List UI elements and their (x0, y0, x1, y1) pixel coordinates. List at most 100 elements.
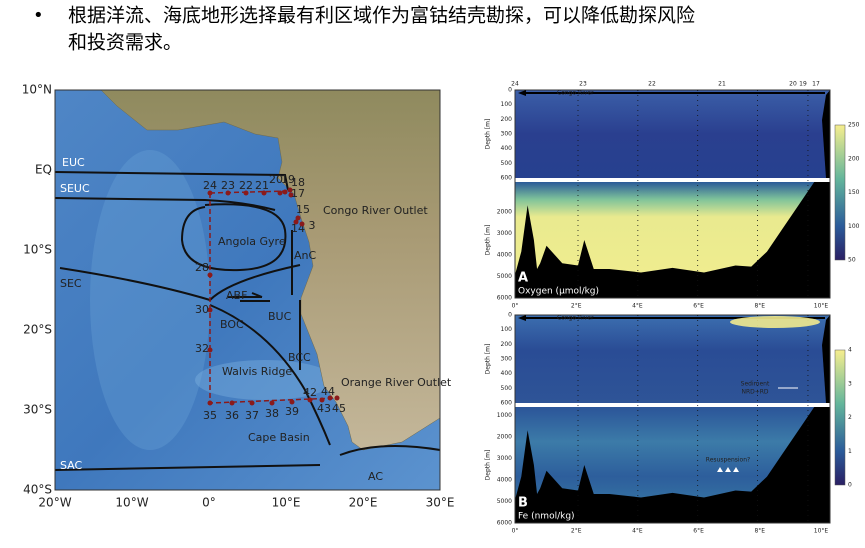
station-label: 21 (255, 179, 269, 192)
colorbar-tick: 0 (848, 482, 852, 489)
station-label: 17 (291, 187, 305, 200)
depth-tick: 300 (501, 356, 513, 363)
station-dot (295, 215, 301, 221)
depth-tick: 6000 (497, 295, 512, 302)
depth-tick: 6000 (497, 520, 512, 527)
lon-label: 0° (202, 496, 216, 510)
station-label: 3 (309, 219, 316, 232)
station-dot (229, 400, 235, 406)
station-tick: 17 (812, 81, 820, 88)
colorbar-tick: 100 (848, 223, 860, 230)
station-dot (293, 219, 299, 225)
depth-tick: 2000 (497, 209, 512, 216)
panel-frame (514, 314, 831, 524)
station-dot (307, 397, 313, 403)
station-label: 37 (245, 409, 259, 422)
ridge-shade (90, 150, 210, 450)
current-label: BUC (268, 310, 292, 323)
lon-tick: 6°E (693, 528, 704, 535)
depth-tick: 3000 (497, 230, 512, 237)
lon-tick: 2°E (571, 528, 582, 535)
depth-tick: 2000 (497, 434, 512, 441)
colorbar-tick: 200 (848, 155, 860, 162)
station-dot (269, 400, 275, 406)
station-dot (249, 400, 255, 406)
shelf (822, 315, 830, 403)
lon-tick: 4°E (632, 303, 643, 310)
current-label: SEUC (60, 182, 90, 195)
station-label: 19 (281, 173, 295, 186)
station-tick: 22 (648, 81, 656, 88)
depth-axis-label: Depth [m] (485, 225, 492, 256)
station-dot (207, 400, 213, 406)
panel-variable: Oxygen (μmol/kg) (518, 287, 599, 297)
bathymetry (515, 182, 830, 298)
depth-tick: 400 (501, 145, 513, 152)
lon-tick: 8°E (754, 303, 765, 310)
lat-label: 20°S (23, 323, 52, 337)
station-dot (207, 272, 213, 278)
depth-tick: 1000 (497, 412, 512, 419)
depth-tick: 4000 (497, 477, 512, 484)
colorbar-tick: 3 (848, 380, 852, 387)
station-dot (261, 190, 267, 196)
colorbar (834, 124, 846, 261)
colorbar-tick: 50 (848, 257, 856, 264)
resuspension-arrow (733, 467, 739, 472)
station-tick: 19 (799, 81, 807, 88)
current-label: EUC (62, 156, 85, 169)
bathymetry (515, 407, 830, 523)
bullet-symbol: • (33, 5, 44, 26)
lat-label: 10°N (22, 83, 52, 97)
depth-tick: 500 (501, 385, 513, 392)
lat-label: 10°S (23, 243, 52, 257)
station-label: 42 (303, 386, 317, 399)
depth-tick: 300 (501, 131, 513, 138)
lon-label: 30°E (426, 496, 455, 510)
station-dot (287, 187, 293, 193)
lon-label: 10°W (115, 496, 148, 510)
lon-tick: 8°E (754, 528, 765, 535)
station-dot (243, 190, 249, 196)
sediment-label: Sediment (741, 381, 770, 388)
river-label: Congo River (557, 315, 594, 322)
station-dot (207, 347, 213, 353)
panel-letter: A (518, 271, 528, 286)
lon-tick: 6°E (693, 303, 704, 310)
station-tick: 21 (718, 81, 726, 88)
station-label: 28 (195, 261, 209, 274)
section-upper (515, 90, 830, 178)
station-label: 43 (317, 402, 331, 415)
station-label: 22 (239, 179, 253, 192)
station-label: 38 (265, 407, 279, 420)
depth-axis-label: Depth [m] (485, 119, 492, 150)
current-label: AnC (294, 249, 316, 262)
station-label: 24 (203, 179, 217, 192)
colorbar-tick: 150 (848, 189, 860, 196)
map-frame (54, 89, 441, 491)
place-label: Walvis Ridge (222, 365, 292, 378)
depth-axis-label: Depth [m] (485, 344, 492, 375)
depth-tick: 5000 (497, 498, 512, 505)
colorbar-tick: 4 (848, 347, 852, 354)
section-upper (515, 315, 830, 403)
station-dot (327, 395, 333, 401)
current-label: SAC (60, 459, 83, 472)
depth-tick: 0 (508, 312, 512, 319)
resuspension-label: Resuspension? (706, 457, 750, 464)
place-label: Orange River Outlet (341, 376, 452, 389)
station-label: 36 (225, 409, 239, 422)
current-label: ABF (226, 289, 247, 302)
place-label: Congo River Outlet (323, 204, 428, 217)
depth-tick: 0 (508, 87, 512, 94)
depth-tick: 5000 (497, 273, 512, 280)
station-dot (299, 221, 305, 227)
station-label: 30 (195, 303, 209, 316)
station-label: 35 (203, 409, 217, 422)
place-label: Cape Basin (248, 431, 310, 444)
current-label: BOC (220, 318, 244, 331)
depth-tick: 4000 (497, 252, 512, 259)
lon-tick: 10°E (814, 528, 829, 535)
station-dot (289, 399, 295, 405)
station-dot (282, 189, 288, 195)
